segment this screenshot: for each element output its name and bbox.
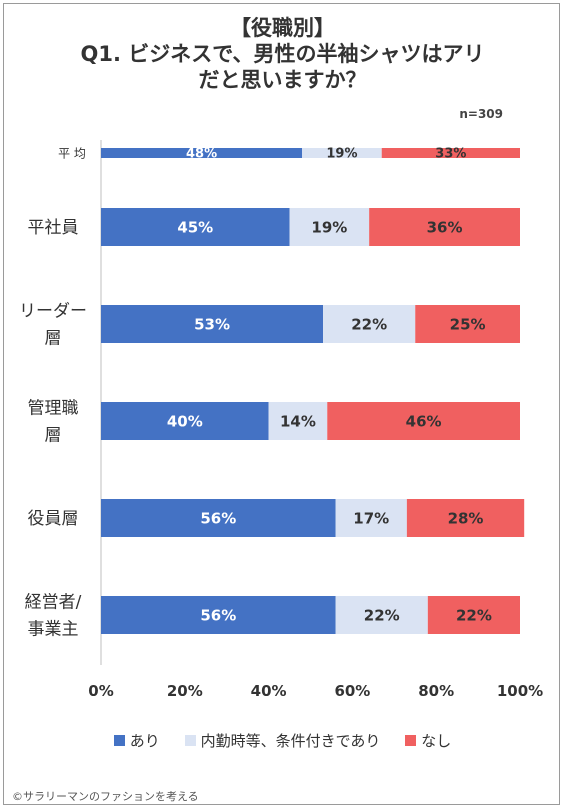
sample-size-label: n=309: [459, 107, 503, 121]
data-label: 36%: [427, 219, 463, 237]
x-tick-label: 40%: [251, 682, 287, 700]
data-label: 22%: [456, 607, 492, 625]
legend-swatch-no: [405, 735, 417, 746]
x-tick-label: 80%: [418, 682, 454, 700]
bar-segment: [427, 596, 520, 634]
data-label: 40%: [167, 413, 203, 431]
legend-item-no: なし: [405, 730, 451, 751]
category-label: 平社員: [28, 218, 79, 238]
data-label: 53%: [194, 316, 230, 334]
bar-segment: [289, 208, 370, 246]
data-label: 56%: [200, 607, 236, 625]
legend: あり 内勤時等、条件付きであり なし: [0, 730, 565, 751]
category-label: 平 均: [58, 146, 86, 160]
chart-title-line-3: だと思いますか？: [198, 68, 367, 92]
data-label: 48%: [186, 147, 217, 162]
data-label: 19%: [311, 219, 347, 237]
legend-label-no: なし: [421, 732, 452, 750]
data-label: 33%: [435, 147, 466, 162]
category-label: 層: [45, 426, 62, 446]
x-tick-label: 60%: [334, 682, 370, 700]
bar-segment: [101, 208, 290, 246]
data-label: 45%: [177, 219, 213, 237]
chart-title-line-2: Q1. ビジネスで、男性の半袖シャツはアリ: [80, 42, 485, 66]
data-label: 22%: [364, 607, 400, 625]
x-tick-label: 0%: [88, 682, 113, 700]
bar-segment: [302, 148, 382, 158]
bar-segment: [415, 305, 520, 343]
x-tick-label: 20%: [167, 682, 203, 700]
category-label: 役員層: [28, 509, 79, 529]
bar-segment: [101, 305, 324, 343]
legend-item-yes: あり: [113, 730, 160, 751]
category-label: 経営者/: [25, 593, 82, 613]
bar-segment: [101, 499, 336, 537]
data-label: 25%: [450, 316, 486, 334]
bar-segment: [335, 596, 428, 634]
data-label: 28%: [448, 510, 484, 528]
legend-label-yes: あり: [129, 732, 160, 750]
bar-segment: [335, 499, 407, 537]
category-label: 層: [45, 329, 62, 349]
data-label: 17%: [353, 510, 389, 528]
category-label: 事業主: [28, 620, 79, 640]
copyright-text: ©サラリーマンのファションを考える: [12, 790, 199, 803]
legend-item-conditional: 内勤時等、条件付きであり: [184, 730, 381, 751]
bar-segment: [101, 148, 303, 158]
data-label: 56%: [200, 510, 236, 528]
data-label: 22%: [351, 316, 387, 334]
chart-title-line-1: 【役職別】: [230, 16, 335, 40]
bar-segment: [268, 402, 328, 440]
bar-segment: [101, 596, 336, 634]
data-label: 14%: [280, 413, 316, 431]
legend-swatch-yes: [113, 735, 125, 746]
bar-segment: [369, 208, 520, 246]
bar-segment: [101, 402, 269, 440]
bar-segment: [323, 305, 416, 343]
category-label: 管理職: [28, 399, 79, 419]
legend-label-conditional: 内勤時等、条件付きであり: [200, 732, 381, 750]
legend-swatch-conditional: [184, 735, 196, 746]
bar-segment: [327, 402, 520, 440]
data-label: 46%: [406, 413, 442, 431]
bar-segment: [381, 148, 520, 158]
data-label: 19%: [326, 147, 357, 162]
x-tick-label: 100%: [497, 682, 543, 700]
category-label: リーダー: [19, 302, 87, 322]
bar-segment: [406, 499, 525, 537]
